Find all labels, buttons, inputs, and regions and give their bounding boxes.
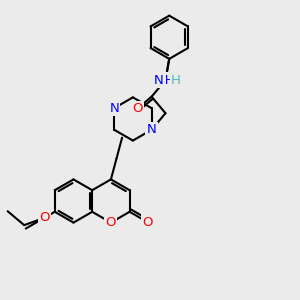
Text: H: H <box>171 74 181 87</box>
Text: NH: NH <box>156 74 175 87</box>
Text: O: O <box>106 216 116 229</box>
Text: O: O <box>39 211 50 224</box>
Text: O: O <box>132 102 143 115</box>
Text: N: N <box>154 74 164 87</box>
Text: O: O <box>142 216 153 229</box>
Text: N: N <box>147 123 157 136</box>
Text: N: N <box>109 102 119 115</box>
